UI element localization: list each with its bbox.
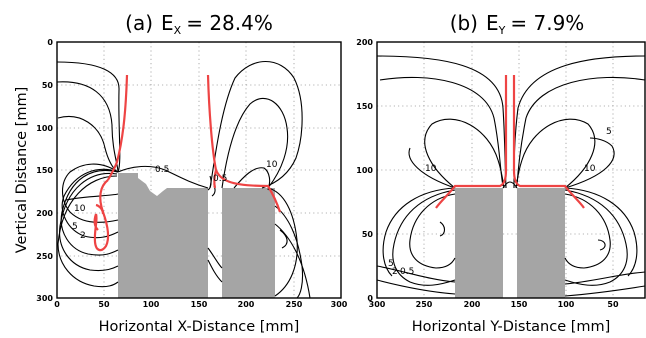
panel-b-red-curves xyxy=(435,75,585,209)
panel-a-contour-label: 2 xyxy=(80,231,86,241)
panel-b-specimen-block-left xyxy=(455,188,503,298)
panel-a: (a) EX = 28.4% xyxy=(14,11,348,335)
panel-a-x-tick: 300 xyxy=(331,300,348,309)
panel-a-contour-label: 0.5 xyxy=(155,165,169,175)
panel-a-x-tick: 250 xyxy=(286,300,303,309)
panel-b: (b) EY = 7.9% xyxy=(356,11,646,335)
panel-a-specimen-block-left xyxy=(118,173,208,298)
panel-b-x-tick: 50 xyxy=(607,300,619,309)
panel-b-contour-label: 2 xyxy=(392,267,398,277)
panel-a-x-tick: 0 xyxy=(54,300,60,309)
panel-a-y-tick: 150 xyxy=(36,166,53,175)
panel-a-x-tick: 150 xyxy=(191,300,208,309)
panel-a-y-tick: 300 xyxy=(36,294,53,303)
panel-a-title-value: = 28.4% xyxy=(186,11,273,35)
panel-b-x-tick: 100 xyxy=(558,300,575,309)
panel-b-contour-lines xyxy=(376,55,646,297)
panel-b-specimen-blocks xyxy=(455,188,565,298)
panel-a-contour-label: 10 xyxy=(266,160,278,170)
panel-b-title-symbol: E xyxy=(486,11,499,35)
panel-b-y-tick-labels: 0 50 100 150 200 xyxy=(356,38,373,303)
panel-a-x-tick-labels: 0 50 100 150 200 250 300 xyxy=(54,300,348,309)
panel-a-contour-labels: 0.5 0.5 10 10 5 2 xyxy=(72,160,278,241)
panel-b-x-tick: 250 xyxy=(416,300,433,309)
panel-a-specimen-blocks xyxy=(118,173,275,298)
panel-b-y-tick: 0 xyxy=(367,294,373,303)
panel-b-x-tick: 300 xyxy=(369,300,386,309)
panel-a-title-label: (a) xyxy=(125,11,153,35)
panel-b-x-tick: 150 xyxy=(511,300,528,309)
panel-b-title-subscript: Y xyxy=(498,24,506,37)
panel-b-x-tick-labels: 300 250 200 150 100 50 xyxy=(369,300,619,309)
panel-a-title-symbol: E xyxy=(161,11,174,35)
panel-b-title-value: = 7.9% xyxy=(510,11,584,35)
panel-a-y-tick: 50 xyxy=(42,81,54,90)
panel-a-contour-label: 5 xyxy=(72,222,78,232)
panel-a-y-tick: 250 xyxy=(36,252,53,261)
panel-a-x-tick: 200 xyxy=(238,300,255,309)
panel-a-x-tick: 50 xyxy=(98,300,110,309)
panel-a-contour-label: 10 xyxy=(74,204,86,214)
panel-a-specimen-block-right xyxy=(222,188,275,298)
panel-a-y-tick-labels: 0 50 100 150 200 250 300 xyxy=(36,38,53,303)
panel-b-contour-label: 5 xyxy=(388,259,394,269)
panel-a-y-tick: 0 xyxy=(47,38,53,47)
panel-a-title-subscript: X xyxy=(174,24,182,37)
panel-a-x-tick: 100 xyxy=(143,300,160,309)
panel-b-x-tick: 200 xyxy=(464,300,481,309)
panel-b-y-tick: 100 xyxy=(356,166,373,175)
panel-b-contour-label: 10 xyxy=(584,164,596,174)
panel-a-red-curves xyxy=(93,74,282,252)
panel-a-y-tick: 100 xyxy=(36,124,53,133)
panel-b-y-tick: 50 xyxy=(362,230,374,239)
panel-a-x-axis-label: Horizontal X-Distance [mm] xyxy=(99,319,300,335)
panel-b-specimen-block-right xyxy=(517,188,565,298)
panel-b-y-tick: 200 xyxy=(356,38,373,47)
panel-a-title: (a) EX = 28.4% xyxy=(125,11,273,37)
panel-b-plot-frame xyxy=(376,41,646,299)
panel-a-y-axis-label: Vertical Distance [mm] xyxy=(14,87,30,253)
panel-b-x-axis-label: Horizontal Y-Distance [mm] xyxy=(412,319,611,335)
panel-b-contour-label: 0.5 xyxy=(400,267,414,277)
panel-b-gridlines xyxy=(377,42,645,298)
panel-b-contour-label: 10 xyxy=(425,164,437,174)
panel-a-contour-label: 0.5 xyxy=(213,174,227,184)
panel-a-plot-frame xyxy=(56,41,342,299)
panel-a-y-tick: 200 xyxy=(36,209,53,218)
panel-b-title: (b) EY = 7.9% xyxy=(450,11,585,37)
panel-b-y-tick: 150 xyxy=(356,102,373,111)
panel-b-contour-label: 5 xyxy=(606,127,612,137)
panel-b-contour-labels: 5 10 10 5 2 0.5 xyxy=(388,127,612,277)
panel-b-title-label: (b) xyxy=(450,11,478,35)
